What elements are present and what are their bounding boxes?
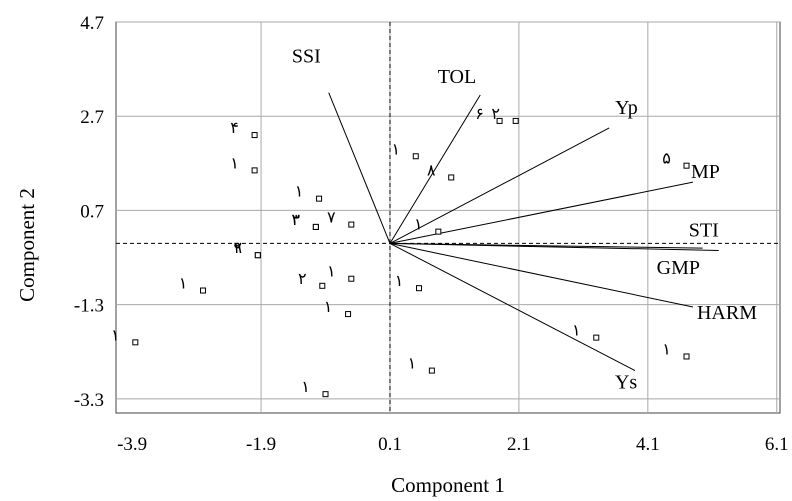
point-label: ۲ bbox=[298, 271, 307, 288]
point-label: ۶ bbox=[475, 106, 484, 123]
data-point bbox=[435, 228, 442, 235]
origin-lines bbox=[116, 22, 780, 413]
vector-label: MP bbox=[691, 161, 720, 183]
data-point bbox=[319, 282, 326, 289]
x-tick-label: -1.9 bbox=[246, 434, 276, 455]
x-tick-label: 4.1 bbox=[636, 434, 660, 455]
data-point bbox=[348, 221, 355, 228]
y-tick-label: 4.7 bbox=[80, 13, 104, 34]
y-tick-label: 0.7 bbox=[80, 201, 104, 222]
y-axis-title: Component 2 bbox=[15, 188, 39, 302]
point-label: ۱ bbox=[662, 341, 671, 358]
y-tick-label: -3.3 bbox=[74, 390, 104, 411]
point-label: ۵ bbox=[662, 151, 671, 168]
x-tick-label: 0.1 bbox=[378, 434, 402, 455]
point-label: ۱ bbox=[301, 379, 310, 396]
vector-line bbox=[389, 127, 610, 244]
x-axis-title: Component 1 bbox=[391, 473, 505, 497]
vector-label: HARM bbox=[697, 302, 757, 324]
vector-line bbox=[328, 92, 391, 244]
data-point bbox=[593, 334, 600, 341]
point-label: ۲ bbox=[234, 240, 243, 257]
point-label: ۱ bbox=[395, 273, 404, 290]
point-label: ۳ bbox=[292, 212, 301, 229]
data-point bbox=[312, 223, 319, 230]
point-label: ۲ bbox=[292, 212, 301, 229]
vector-line bbox=[389, 242, 703, 249]
variable-vectors: SSI TOL Yp MP STI GMP HARM Ys bbox=[292, 46, 757, 394]
data-point bbox=[316, 195, 323, 202]
point-label: ۱ bbox=[414, 217, 423, 234]
vector-line bbox=[389, 242, 694, 308]
data-point bbox=[683, 162, 690, 169]
data-point bbox=[348, 275, 355, 282]
x-tick-label: 6.1 bbox=[765, 434, 789, 455]
data-point bbox=[512, 117, 519, 124]
vector-label: TOL bbox=[438, 66, 477, 88]
point-label: ۷ bbox=[327, 210, 336, 227]
point-label: ۱ bbox=[572, 323, 581, 340]
point-label: ۸ bbox=[427, 162, 436, 179]
vector-label: Yp bbox=[615, 97, 638, 119]
point-label: ۱ bbox=[295, 184, 304, 201]
point-label: ۹ bbox=[234, 240, 243, 257]
data-point bbox=[132, 339, 139, 346]
point-label: ۱ bbox=[327, 264, 336, 281]
x-tick-label: 2.1 bbox=[507, 434, 531, 455]
axis-ticks: -3.9 -1.9 0.1 2.1 4.1 6.1 -3.3 -1.3 0.7 2.7 4.7 bbox=[74, 13, 789, 455]
point-label: ۱ bbox=[179, 276, 188, 293]
data-point bbox=[322, 391, 329, 398]
point-label: ۱ bbox=[391, 141, 400, 158]
y-tick-label: 2.7 bbox=[80, 107, 104, 128]
vector-label: Ys bbox=[615, 372, 637, 394]
point-label: ۲ bbox=[491, 106, 500, 123]
vector-label: STI bbox=[689, 219, 719, 241]
data-point bbox=[448, 174, 455, 181]
grid-lines bbox=[116, 21, 780, 413]
point-label: ۴ bbox=[230, 120, 239, 137]
point-label: ۱ bbox=[230, 155, 239, 172]
point-label: ۱ bbox=[111, 327, 120, 344]
data-point bbox=[412, 153, 419, 160]
data-point bbox=[251, 132, 258, 139]
data-point bbox=[415, 285, 422, 292]
data-point bbox=[683, 353, 690, 360]
vector-line bbox=[389, 242, 636, 372]
y-tick-label: -1.3 bbox=[74, 296, 104, 317]
data-point bbox=[496, 117, 503, 124]
data-point bbox=[428, 367, 435, 374]
data-point bbox=[251, 167, 258, 174]
x-tick-label: -3.9 bbox=[117, 434, 147, 455]
vector-label: SSI bbox=[292, 46, 321, 68]
point-label: ۱ bbox=[408, 356, 417, 373]
data-point bbox=[254, 252, 261, 259]
data-point bbox=[200, 287, 207, 294]
data-point bbox=[345, 311, 352, 318]
vector-label: GMP bbox=[657, 257, 700, 279]
vector-line bbox=[389, 94, 481, 244]
point-label: ۱ bbox=[324, 299, 333, 316]
